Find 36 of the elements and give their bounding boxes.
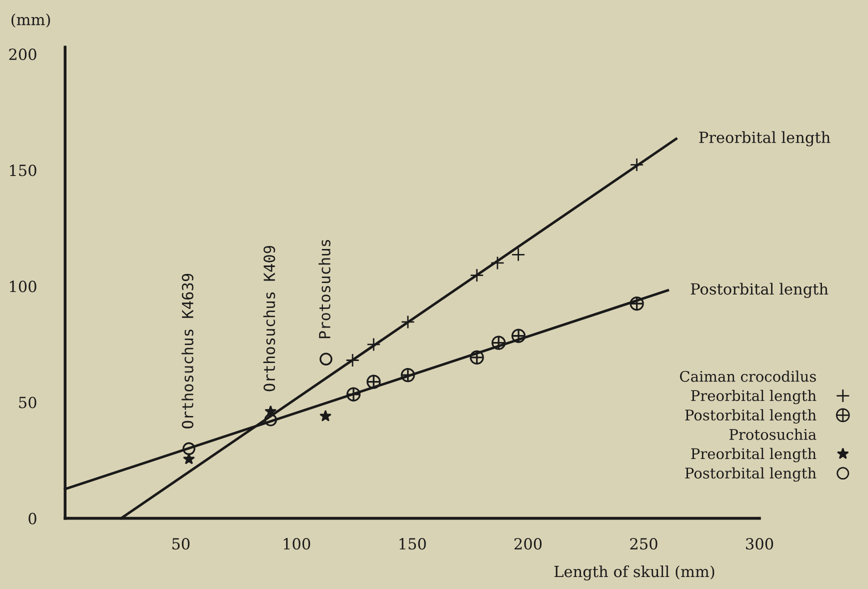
legend-label: Preorbital length <box>691 448 816 462</box>
x-axis-title: Length of skull (mm) <box>554 565 714 580</box>
series-label: Preorbital length <box>699 131 830 146</box>
point <box>264 414 278 426</box>
point <box>320 352 332 366</box>
x-tick-label: 50 <box>172 538 190 550</box>
annotation: Caiman crocodilus <box>680 370 816 382</box>
point <box>182 442 196 456</box>
series-label: Postorbital length <box>690 282 828 298</box>
point <box>470 350 484 365</box>
annotation: Protosuchia <box>729 428 816 440</box>
point <box>492 336 506 350</box>
point <box>400 368 415 382</box>
point <box>320 410 332 422</box>
point <box>511 328 526 343</box>
x-tick-label: 300 <box>746 538 774 550</box>
point <box>366 374 381 389</box>
x-tick-label: 200 <box>514 538 542 550</box>
y-tick-label: 100 <box>10 280 36 292</box>
legend-label: Preorbital length <box>691 390 816 404</box>
annotation: Orthosuchus K4639 <box>182 274 194 428</box>
point <box>346 387 361 402</box>
y-axis-title: (mm) <box>12 13 50 28</box>
point <box>630 296 644 311</box>
y-tick-label: 150 <box>10 164 36 176</box>
x-tick-label: 100 <box>284 538 310 550</box>
annotation: Orthosuchus K409 <box>263 246 276 392</box>
x-tick-label: 250 <box>630 538 658 550</box>
annotation: Protosuchus <box>318 240 330 338</box>
y-tick-label: 0 <box>28 512 36 524</box>
y-tick-label: 200 <box>9 48 36 60</box>
legend-label: Postorbital length <box>685 409 816 424</box>
y-tick-label: 50 <box>19 396 36 408</box>
x-tick-label: 150 <box>400 538 426 550</box>
point <box>182 452 195 464</box>
legend-label: Postorbital length <box>685 467 816 482</box>
